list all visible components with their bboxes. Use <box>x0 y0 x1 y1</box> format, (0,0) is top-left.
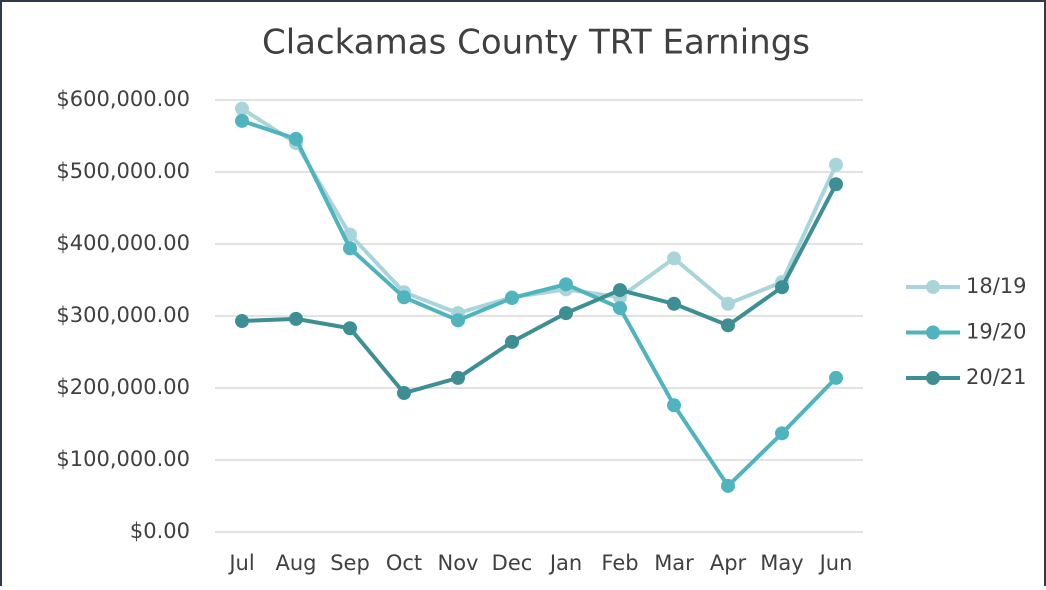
legend-marker <box>926 371 940 385</box>
point <box>667 398 681 413</box>
x-tick-label: Jan <box>548 551 582 575</box>
x-tick-label: Feb <box>601 551 638 575</box>
point <box>451 370 465 385</box>
point <box>559 306 573 321</box>
point <box>721 318 735 333</box>
x-tick-label: Sep <box>330 551 370 575</box>
legend-marker <box>926 325 940 340</box>
x-tick-label: Mar <box>654 551 694 575</box>
point <box>289 131 303 146</box>
point <box>721 296 735 311</box>
legend-marker <box>926 280 940 294</box>
point <box>343 241 357 256</box>
series-line <box>240 106 838 316</box>
point <box>721 478 735 493</box>
y-tick-label: $500,000.00 <box>56 159 190 183</box>
chart-title: Clackamas County TRT Earnings <box>262 23 810 63</box>
y-tick-label: $100,000.00 <box>56 447 190 471</box>
point <box>505 291 519 305</box>
x-tick-label: Jul <box>227 551 254 575</box>
point <box>343 321 357 336</box>
series-line <box>241 183 838 396</box>
point <box>397 386 411 401</box>
point <box>235 113 249 128</box>
point <box>613 283 627 298</box>
point <box>775 280 789 295</box>
point <box>613 301 627 316</box>
y-tick-label: $600,000.00 <box>56 87 190 111</box>
point <box>829 370 843 385</box>
legend-label: 20/21 <box>966 365 1027 389</box>
x-tick-label: Oct <box>386 551 422 575</box>
point <box>667 251 681 266</box>
series-line <box>241 118 838 488</box>
point <box>667 296 681 311</box>
legend-label: 19/20 <box>966 320 1027 344</box>
legend-label: 18/19 <box>966 274 1027 298</box>
point <box>451 313 465 328</box>
point <box>289 311 303 326</box>
x-tick-label: Jun <box>818 551 853 575</box>
y-tick-label: $200,000.00 <box>56 375 190 399</box>
point <box>829 157 843 172</box>
x-tick-label: Apr <box>710 551 747 575</box>
x-tick-label: Aug <box>275 551 316 575</box>
x-tick-label: Dec <box>492 551 533 575</box>
point <box>505 334 519 349</box>
point <box>235 314 249 329</box>
point <box>829 177 843 192</box>
point <box>559 277 573 292</box>
point <box>775 426 789 441</box>
point <box>235 101 249 116</box>
point <box>397 290 411 305</box>
y-tick-label: $0.00 <box>130 519 190 543</box>
y-tick-label: $300,000.00 <box>56 303 190 327</box>
y-tick-label: $400,000.00 <box>56 231 190 255</box>
x-tick-label: Nov <box>438 551 479 575</box>
x-tick-label: May <box>760 551 803 575</box>
